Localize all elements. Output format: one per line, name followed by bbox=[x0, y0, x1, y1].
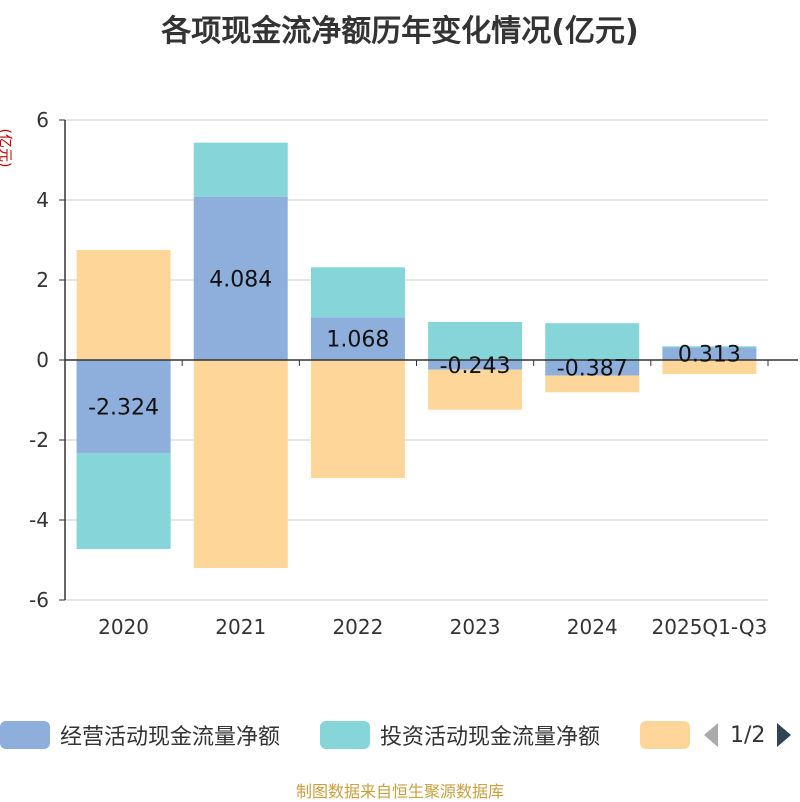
y-tick-label: 0 bbox=[36, 348, 49, 372]
data-label: -0.387 bbox=[557, 357, 628, 382]
bar-investing[interactable] bbox=[311, 267, 405, 317]
bar-investing[interactable] bbox=[194, 143, 288, 197]
legend-item-financing[interactable] bbox=[640, 718, 700, 752]
data-labels: -2.324 4.084 1.068 -0.243 -0.387 0.313 bbox=[88, 267, 741, 420]
x-tick-label: 2021 bbox=[215, 615, 266, 639]
y-tick-label: 4 bbox=[36, 188, 49, 212]
data-label: 4.084 bbox=[209, 267, 272, 292]
y-tick-label: -2 bbox=[29, 428, 49, 452]
bar-financing[interactable] bbox=[194, 360, 288, 568]
y-tick-label: -4 bbox=[29, 508, 49, 532]
bar-investing[interactable] bbox=[545, 323, 639, 360]
y-tick-label: 6 bbox=[36, 108, 49, 132]
legend-swatch-investing bbox=[320, 721, 370, 749]
legend-page-indicator: 1/2 bbox=[730, 723, 765, 748]
x-tick-label: 2023 bbox=[450, 615, 501, 639]
legend: 经营活动现金流量净额 投资活动现金流量净额 bbox=[0, 718, 800, 752]
data-source-note: 制图数据来自恒生聚源数据库 bbox=[0, 778, 800, 802]
legend-label-operating: 经营活动现金流量净额 bbox=[60, 719, 280, 751]
x-tick-label: 2025Q1-Q3 bbox=[652, 615, 768, 639]
data-label: 1.068 bbox=[326, 328, 389, 353]
y-tick-label: -6 bbox=[29, 588, 49, 612]
next-page-icon[interactable] bbox=[775, 721, 793, 749]
bar-financing[interactable] bbox=[311, 360, 405, 478]
legend-swatch-financing bbox=[640, 721, 690, 749]
legend-swatch-operating bbox=[0, 721, 50, 749]
legend-label-investing: 投资活动现金流量净额 bbox=[380, 719, 600, 751]
y-tick-label: 2 bbox=[36, 268, 49, 292]
legend-item-operating[interactable]: 经营活动现金流量净额 bbox=[0, 718, 280, 752]
x-tick-label: 2024 bbox=[567, 615, 618, 639]
data-label: -0.243 bbox=[440, 354, 511, 379]
prev-page-icon[interactable] bbox=[702, 721, 720, 749]
bar-group bbox=[77, 143, 757, 568]
x-tick-label: 2022 bbox=[332, 615, 383, 639]
legend-item-investing[interactable]: 投资活动现金流量净额 bbox=[320, 718, 600, 752]
bar-financing[interactable] bbox=[77, 250, 171, 360]
data-label: 0.313 bbox=[678, 343, 741, 368]
bar-investing[interactable] bbox=[77, 453, 171, 549]
data-label: -2.324 bbox=[88, 395, 159, 420]
legend-pager: 1/2 bbox=[702, 718, 793, 752]
x-tick-label: 2020 bbox=[98, 615, 149, 639]
